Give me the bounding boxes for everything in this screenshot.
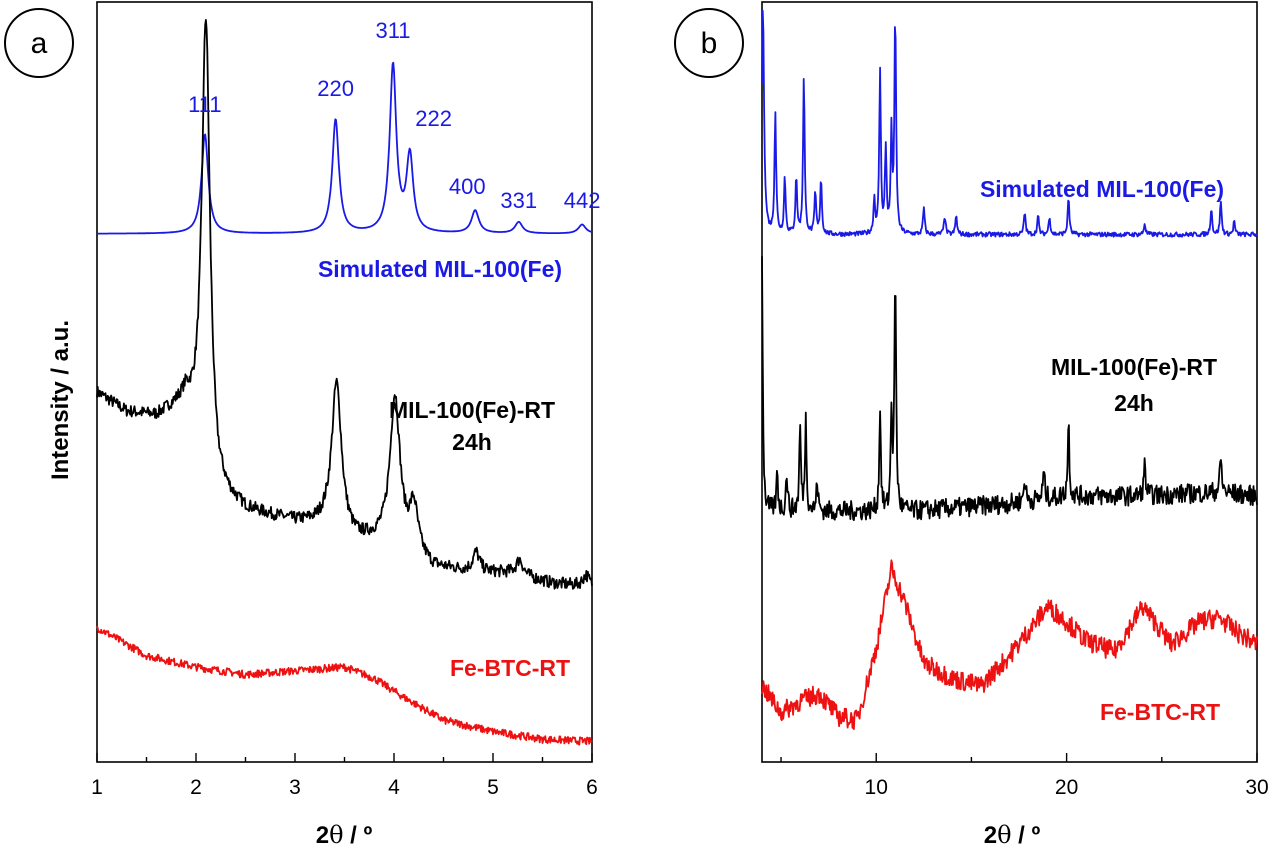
panel-a-x-ticks: 1 2 3 4 5 6 xyxy=(91,753,598,799)
series-line xyxy=(761,9,1258,238)
panel-b: b 10 20 30 Simulated MIL-100(Fe) MIL-100(Fe… xyxy=(674,1,1269,849)
series-line xyxy=(761,256,1258,521)
panel-a-letter: a xyxy=(31,27,48,60)
panel-b-traces xyxy=(761,9,1258,730)
series-line xyxy=(96,625,593,746)
x-axis-label-suffix: / º xyxy=(1012,822,1041,849)
series-label: Simulated MIL-100(Fe) xyxy=(980,176,1224,202)
panel-b-x-axis-label: 2θ / º xyxy=(984,821,1041,849)
series-label: Fe-BTC-RT xyxy=(450,655,570,681)
panel-a-y-axis-label: Intensity / a.u. xyxy=(47,320,74,480)
series-label: Simulated MIL-100(Fe) xyxy=(318,256,562,282)
peak-label: 442 xyxy=(564,188,601,213)
peak-label: 111 xyxy=(188,92,221,117)
panel-a-x-axis-label: 2θ / º xyxy=(316,821,373,849)
x-tick-label: 10 xyxy=(865,776,888,799)
series-label: Fe-BTC-RT xyxy=(1100,699,1220,725)
x-tick-label: 6 xyxy=(586,776,598,799)
panel-b-labels: Simulated MIL-100(Fe) MIL-100(Fe)-RT 24h Fe… xyxy=(980,176,1224,725)
peak-label: 311 xyxy=(375,18,410,43)
peak-label: 331 xyxy=(500,188,537,213)
panel-a-labels: Simulated MIL-100(Fe) 111 220 311 222 400 331 4… xyxy=(188,18,600,681)
panel-b-frame xyxy=(761,1,1258,763)
series-label-line2: 24h xyxy=(452,429,492,455)
x-axis-label-suffix: / º xyxy=(344,822,373,849)
x-tick-label: 3 xyxy=(289,776,301,799)
x-tick-label: 20 xyxy=(1055,776,1078,799)
panel-a-badge xyxy=(4,8,74,78)
panel-b-x-ticks: 10 20 30 xyxy=(780,753,1269,799)
series-line xyxy=(96,19,593,590)
x-tick-label: 1 xyxy=(91,776,103,799)
panel-b-letter: b xyxy=(701,27,718,60)
x-tick-label: 30 xyxy=(1245,776,1268,799)
panel-a-traces xyxy=(96,19,593,746)
panel-a-frame xyxy=(96,1,593,763)
x-tick-label: 2 xyxy=(190,776,202,799)
peak-label: 220 xyxy=(317,76,354,101)
x-tick-label: 5 xyxy=(487,776,499,799)
series-label-line2: 24h xyxy=(1114,390,1154,416)
panel-b-badge xyxy=(674,8,744,78)
x-axis-label-prefix: 2 xyxy=(984,822,997,849)
x-axis-label-prefix: 2 xyxy=(316,822,329,849)
series-label: MIL-100(Fe)-RT xyxy=(389,397,555,423)
x-axis-label-theta: θ xyxy=(997,821,1011,849)
x-axis-label-theta: θ xyxy=(329,821,343,849)
series-line xyxy=(96,61,593,235)
x-tick-label: 4 xyxy=(388,776,400,799)
peak-label: 222 xyxy=(415,106,452,131)
series-label: MIL-100(Fe)-RT xyxy=(1051,354,1217,380)
series-line xyxy=(761,559,1258,730)
peak-label: 400 xyxy=(449,174,486,199)
